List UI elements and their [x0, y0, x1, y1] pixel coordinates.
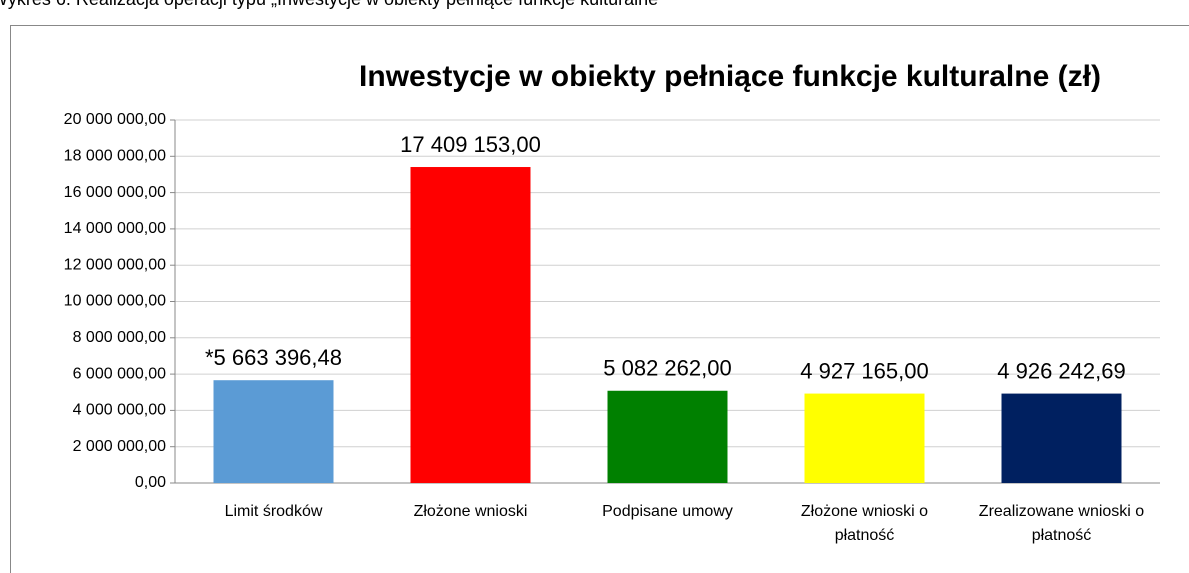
- x-tick-label: Limit środków: [225, 503, 323, 520]
- y-tick-label: 20 000 000,00: [64, 111, 166, 128]
- bar: [410, 167, 531, 484]
- data-label: 4 926 242,69: [997, 358, 1125, 383]
- y-tick-label: 16 000 000,00: [64, 184, 166, 201]
- bar: [1001, 393, 1122, 483]
- y-tick-label: 18 000 000,00: [64, 148, 166, 165]
- chart-title: Inwestycje w obiekty pełniące funkcje ku…: [359, 60, 1101, 93]
- y-tick-label: 14 000 000,00: [64, 220, 166, 237]
- y-tick-label: 12 000 000,00: [64, 256, 166, 273]
- x-tick-label: Złożone wnioski o płatność: [801, 503, 928, 544]
- y-tick-label: 8 000 000,00: [73, 329, 167, 346]
- y-tick-label: 4 000 000,00: [73, 402, 167, 419]
- y-tick-label: 2 000 000,00: [73, 438, 167, 455]
- bar: [213, 380, 334, 483]
- caption: Wykres 6. Realizacja operacji typu „Inwe…: [0, 0, 664, 9]
- x-tick-label: Podpisane umowy: [602, 503, 733, 520]
- data-label: 17 409 153,00: [400, 132, 541, 157]
- y-tick-label: 6 000 000,00: [73, 365, 167, 382]
- x-tick-label: Zrealizowane wnioski o płatność: [979, 503, 1145, 544]
- data-label: 5 082 262,00: [603, 356, 731, 381]
- bar: [804, 393, 925, 483]
- data-label: 4 927 165,00: [800, 358, 928, 383]
- y-tick-label: 0,00: [135, 474, 166, 491]
- chart-border: [10, 25, 1189, 573]
- data-label: *5 663 396,48: [205, 345, 342, 370]
- y-tick-label: 10 000 000,00: [64, 293, 166, 310]
- bar: [607, 390, 728, 483]
- x-tick-label: Złożone wnioski: [414, 503, 528, 520]
